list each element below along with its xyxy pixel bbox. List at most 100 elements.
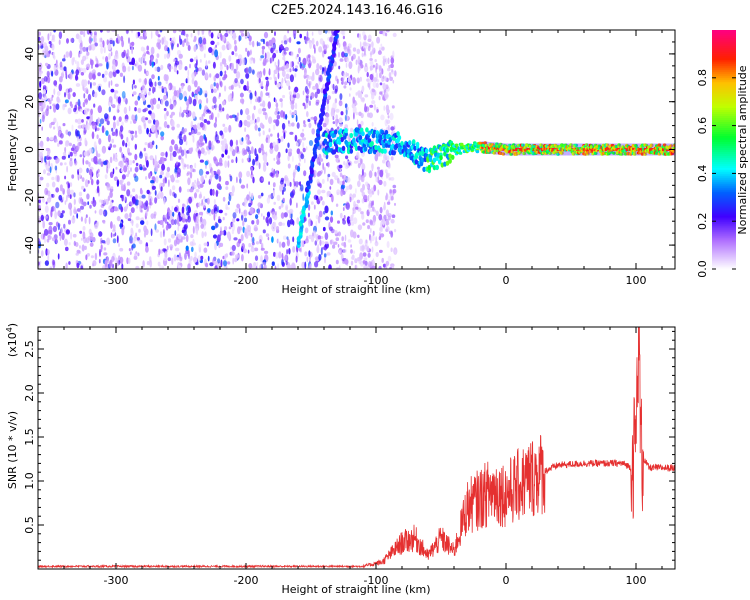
noise-speck xyxy=(287,30,289,34)
noise-speck xyxy=(308,122,312,129)
noise-speck xyxy=(391,214,396,218)
noise-speck xyxy=(138,128,143,135)
noise-speck xyxy=(75,83,81,87)
noise-speck xyxy=(171,205,174,211)
noise-speck xyxy=(152,97,157,105)
noise-speck xyxy=(210,40,215,45)
noise-speck xyxy=(174,206,178,212)
noise-speck xyxy=(65,92,68,96)
noise-speck xyxy=(335,203,339,207)
noise-speck xyxy=(84,179,89,188)
spectrogram-y-tick-label: 20 xyxy=(23,95,36,109)
noise-speck xyxy=(88,161,91,168)
noise-speck xyxy=(46,105,50,112)
noise-speck xyxy=(263,264,267,269)
noise-speck xyxy=(272,42,276,50)
noise-speck xyxy=(266,162,269,166)
noise-speck xyxy=(60,187,64,192)
noise-speck xyxy=(258,77,261,84)
noise-speck xyxy=(273,168,276,176)
noise-speck xyxy=(286,69,291,73)
noise-speck xyxy=(71,124,74,131)
noise-speck xyxy=(222,216,225,221)
noise-speck xyxy=(44,205,49,213)
noise-speck xyxy=(98,231,103,237)
noise-speck xyxy=(249,119,254,125)
noise-speck xyxy=(310,92,315,99)
noise-speck xyxy=(350,221,355,226)
noise-speck xyxy=(106,237,111,246)
noise-speck xyxy=(335,259,339,265)
noise-speck xyxy=(333,241,338,245)
noise-speck xyxy=(55,187,60,193)
noise-speck xyxy=(94,223,99,230)
noise-speck xyxy=(160,170,164,176)
noise-speck xyxy=(314,256,320,262)
noise-speck xyxy=(159,265,163,269)
noise-speck xyxy=(218,92,221,98)
noise-speck xyxy=(81,119,84,123)
noise-speck xyxy=(135,232,137,237)
noise-speck xyxy=(239,226,242,231)
noise-speck xyxy=(66,38,69,44)
noise-speck xyxy=(235,139,238,146)
noise-speck xyxy=(119,146,122,153)
noise-speck xyxy=(352,231,357,239)
noise-speck xyxy=(295,114,298,122)
noise-speck xyxy=(163,107,167,112)
noise-speck xyxy=(291,262,296,269)
noise-speck xyxy=(49,266,53,269)
noise-speck xyxy=(68,219,71,225)
noise-speck xyxy=(173,193,177,199)
noise-speck xyxy=(282,235,287,240)
noise-speck xyxy=(379,91,382,95)
noise-speck xyxy=(243,200,247,208)
noise-speck xyxy=(92,236,96,243)
noise-speck xyxy=(275,102,279,108)
noise-speck xyxy=(305,37,310,41)
noise-speck xyxy=(349,93,351,97)
noise-speck xyxy=(381,68,384,75)
noise-speck xyxy=(230,84,234,90)
noise-speck xyxy=(103,160,108,166)
noise-speck xyxy=(206,109,210,113)
noise-speck xyxy=(68,87,73,93)
noise-speck xyxy=(225,143,228,151)
noise-speck xyxy=(92,263,95,267)
noise-speck xyxy=(107,195,111,202)
noise-speck xyxy=(306,78,309,85)
noise-speck xyxy=(385,262,388,269)
noise-speck xyxy=(65,51,70,58)
noise-speck xyxy=(123,183,126,187)
spectrogram-y-tick-label: -40 xyxy=(23,236,36,254)
noise-speck xyxy=(350,244,352,248)
noise-speck xyxy=(193,242,196,246)
noise-speck xyxy=(294,102,298,110)
noise-speck xyxy=(362,31,366,37)
noise-speck xyxy=(186,106,189,114)
noise-speck xyxy=(192,124,198,130)
noise-speck xyxy=(274,61,277,67)
noise-speck xyxy=(137,252,140,257)
noise-speck xyxy=(123,195,126,202)
snr-y-tick-label: 1.0 xyxy=(23,472,36,490)
noise-speck xyxy=(162,248,167,252)
noise-speck xyxy=(345,202,350,210)
noise-speck xyxy=(300,153,305,160)
noise-speck xyxy=(38,92,42,100)
carrier-point xyxy=(337,139,342,145)
noise-speck xyxy=(368,209,373,213)
noise-speck xyxy=(334,85,339,93)
noise-speck xyxy=(364,94,369,98)
noise-speck xyxy=(129,251,132,255)
noise-speck xyxy=(194,179,197,184)
noise-speck xyxy=(42,89,47,95)
noise-speck xyxy=(380,233,385,238)
noise-speck xyxy=(86,46,88,53)
noise-speck xyxy=(157,75,160,81)
noise-speck xyxy=(217,206,219,213)
noise-speck xyxy=(67,182,70,189)
noise-speck xyxy=(292,94,297,98)
noise-speck xyxy=(65,246,69,252)
noise-speck xyxy=(335,119,338,127)
